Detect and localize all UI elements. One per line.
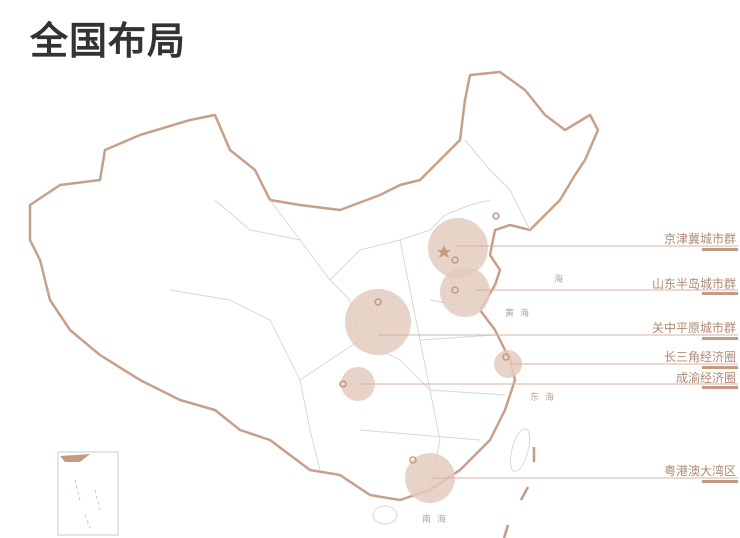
south-sea-inset <box>57 451 119 536</box>
map-pin-icons <box>339 212 510 464</box>
sea-label: 南海 <box>422 515 453 525</box>
label-underline <box>702 386 738 389</box>
label-underline <box>702 292 738 295</box>
label-underline <box>702 248 738 251</box>
leader-lines <box>358 245 738 479</box>
region-label-yangtze-delta[interactable]: 长三角经济圈 <box>663 350 736 364</box>
china-outline <box>28 70 600 502</box>
region-label-chengyu[interactable]: 成渝经济圈 <box>675 371 736 385</box>
circle-shandong[interactable] <box>440 267 490 317</box>
region-circles <box>341 218 522 503</box>
circle-gba[interactable] <box>405 453 455 503</box>
capital-star-icon <box>437 245 451 258</box>
page-title: 全国布局 <box>30 19 187 63</box>
label-underline <box>702 366 738 369</box>
sea-label: 东海 <box>530 393 561 403</box>
region-label-guanzhong[interactable]: 关中平原城市群 <box>651 321 736 335</box>
region-label-gba[interactable]: 粤港澳大湾区 <box>663 464 736 478</box>
circle-jingjinji[interactable] <box>428 218 488 278</box>
sea-label: 海 <box>554 275 570 285</box>
circle-yangtze-delta[interactable] <box>494 350 522 378</box>
dash-lines <box>502 447 536 538</box>
label-underline <box>702 337 738 340</box>
circle-guanzhong[interactable] <box>345 289 411 355</box>
province-borders <box>169 139 531 491</box>
islands <box>372 428 531 525</box>
label-underline <box>702 480 738 483</box>
region-label-jingjinji[interactable]: 京津冀城市群 <box>663 232 736 246</box>
region-label-shandong[interactable]: 山东半岛城市群 <box>651 277 736 291</box>
sea-label: 黄海 <box>505 309 536 319</box>
